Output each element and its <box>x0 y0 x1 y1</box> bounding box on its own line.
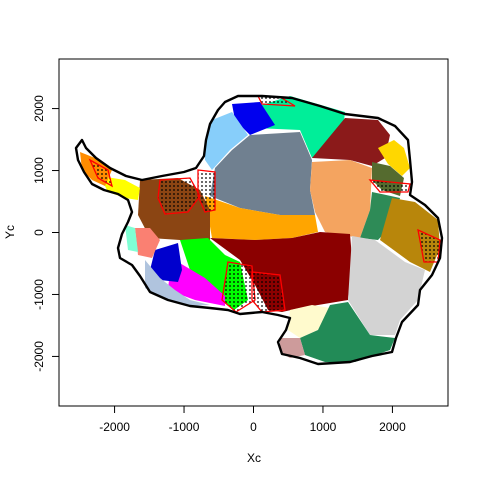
region-1 <box>255 96 345 158</box>
y-axis: -2000 -1000 0 1000 2000 <box>32 95 60 372</box>
y-tick-label: 2000 <box>32 95 46 122</box>
y-tick-label: -2000 <box>32 341 46 372</box>
region-4 <box>210 132 315 215</box>
highlight-area-2 <box>197 169 216 213</box>
region-5 <box>312 118 390 166</box>
x-tick-label: 1000 <box>310 420 337 434</box>
x-axis: -2000 -1000 0 1000 2000 <box>99 405 406 434</box>
coastline <box>74 94 444 366</box>
region-21 <box>300 302 395 362</box>
x-tick-label: 2000 <box>379 420 406 434</box>
region-16 <box>348 236 425 335</box>
highlight-area-3 <box>221 261 256 313</box>
region-3 <box>205 112 248 170</box>
region-6 <box>378 140 410 176</box>
region-2 <box>232 102 275 135</box>
x-tick-label: 0 <box>250 420 257 434</box>
y-axis-title: Yc <box>3 225 17 239</box>
region-23 <box>145 260 210 306</box>
highlight-area-4 <box>251 271 286 313</box>
region-19 <box>125 225 138 252</box>
region-20 <box>288 305 330 338</box>
highlight-area-5 <box>88 158 114 188</box>
region-17 <box>150 243 182 282</box>
y-tick-label: 0 <box>32 229 46 236</box>
map-regions <box>80 96 440 362</box>
y-tick-label: -1000 <box>32 279 46 310</box>
x-tick-label: -1000 <box>169 420 200 434</box>
region-8 <box>310 160 372 238</box>
region-22 <box>280 338 305 358</box>
highlight-area-6 <box>368 179 411 193</box>
x-axis-title: Xc <box>247 451 261 465</box>
highlight-area-1 <box>157 177 201 215</box>
coastline-outline <box>74 94 444 366</box>
region-11 <box>205 196 318 240</box>
region-18 <box>135 228 160 258</box>
region-9 <box>360 192 400 240</box>
y-tick-label: 1000 <box>32 157 46 184</box>
region-13 <box>210 232 352 312</box>
x-tick-label: -2000 <box>99 420 130 434</box>
